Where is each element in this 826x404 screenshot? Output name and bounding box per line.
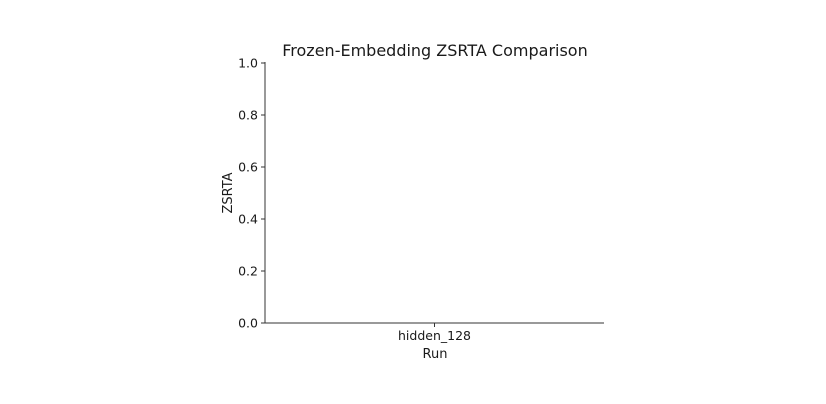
y-tick-label: 0.4 [238,212,258,227]
x-axis-label: Run [423,347,448,362]
y-tick-label: 1.0 [238,56,258,71]
y-tick-label: 0.6 [238,160,258,175]
x-ticks: hidden_128 [398,323,471,343]
chart-title: Frozen-Embedding ZSRTA Comparison [282,41,587,60]
y-ticks: 0.0 0.2 0.4 0.6 0.8 1.0 [238,56,265,331]
y-tick-label: 0.0 [238,316,258,331]
y-tick-label: 0.8 [238,108,258,123]
x-tick-label: hidden_128 [398,328,471,343]
y-axis-label: ZSRTA [221,172,236,213]
y-tick-label: 0.2 [238,264,258,279]
